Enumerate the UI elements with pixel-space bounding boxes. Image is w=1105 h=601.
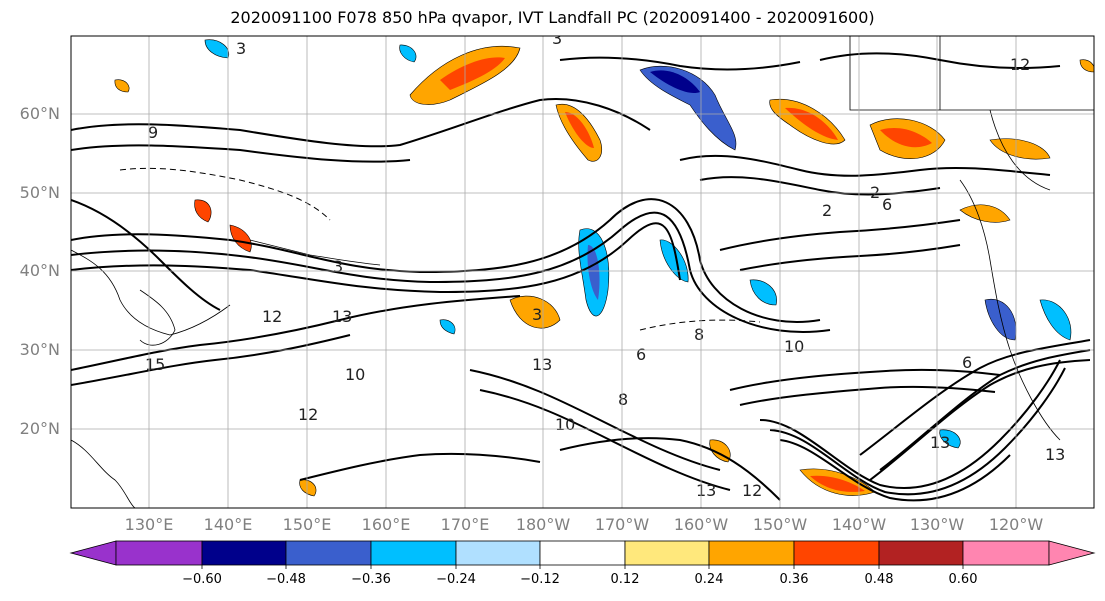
contour-label: 10 bbox=[345, 365, 365, 384]
lat-label-50n: 50°N bbox=[19, 183, 60, 202]
colorbar-over-arrow bbox=[1048, 540, 1096, 566]
lon-label: 170°W bbox=[594, 515, 650, 534]
contour-label: 13 bbox=[532, 355, 552, 374]
lat-label-20n: 20°N bbox=[19, 419, 60, 438]
zero-contours bbox=[119, 167, 761, 331]
lon-label: 130°E bbox=[124, 515, 174, 534]
lat-label-60n: 60°N bbox=[19, 104, 60, 123]
lon-label: 170°E bbox=[440, 515, 490, 534]
contour-label: 12 bbox=[1010, 55, 1030, 74]
colorbar-tick-label: 0.24 bbox=[694, 572, 724, 587]
lon-label: 160°E bbox=[361, 515, 411, 534]
colorbar-tick-label: 0.48 bbox=[864, 572, 894, 587]
colorbar-under-arrow bbox=[69, 540, 117, 566]
lon-label: 130°W bbox=[909, 515, 965, 534]
contour-label: 2 bbox=[870, 183, 880, 202]
map-content: 3 3 2 9 3 12 13 15 3 6 12 10 13 10 8 8 1… bbox=[71, 29, 1094, 508]
lon-label: 150°W bbox=[752, 515, 808, 534]
colorbar-tick-label: −0.36 bbox=[351, 572, 391, 587]
contour-label: 12 bbox=[262, 307, 282, 326]
contour-label: 12 bbox=[742, 481, 762, 500]
contour-label: 6 bbox=[882, 195, 892, 214]
lon-label: 180°W bbox=[515, 515, 571, 534]
colorbar-tick-label: −0.12 bbox=[520, 572, 560, 587]
contour-label: 10 bbox=[555, 415, 575, 434]
contour-label: 15 bbox=[145, 355, 165, 374]
contour-label: 13 bbox=[332, 307, 352, 326]
lon-label: 160°W bbox=[673, 515, 729, 534]
coastlines bbox=[71, 36, 1094, 508]
colorbar-tick-label: 0.12 bbox=[610, 572, 640, 587]
contour-label: 8 bbox=[694, 325, 704, 344]
contour-label: 3 bbox=[552, 29, 562, 48]
contour-label: 10 bbox=[784, 337, 804, 356]
lat-label-40n: 40°N bbox=[19, 261, 60, 280]
map-frame bbox=[70, 35, 1095, 509]
lon-label: 120°W bbox=[988, 515, 1044, 534]
lon-label: 140°W bbox=[831, 515, 887, 534]
colorbar-tick-label: −0.60 bbox=[182, 572, 222, 587]
contour-label: 2 bbox=[822, 201, 832, 220]
colorbar bbox=[69, 540, 1096, 569]
map-title: 2020091100 F078 850 hPa qvapor, IVT Land… bbox=[230, 8, 875, 27]
contour-label: 13 bbox=[696, 481, 716, 500]
colorbar-tick-label: 0.60 bbox=[948, 572, 978, 587]
contour-label: 6 bbox=[962, 353, 972, 372]
contour-label: 3 bbox=[532, 305, 542, 324]
contour-label: 13 bbox=[1045, 445, 1065, 464]
contour-label: 3 bbox=[333, 257, 343, 276]
anomaly-shading bbox=[114, 39, 1094, 497]
contour-label: 13 bbox=[930, 433, 950, 452]
lat-label-30n: 30°N bbox=[19, 340, 60, 359]
gridlines bbox=[71, 36, 1094, 508]
colorbar-tick-label: 0.36 bbox=[779, 572, 809, 587]
colorbar-tick-label: −0.24 bbox=[436, 572, 476, 587]
colorbar-tick-label: −0.48 bbox=[266, 572, 306, 587]
contour-label: 9 bbox=[148, 123, 158, 142]
lon-label: 150°E bbox=[282, 515, 332, 534]
lon-label: 140°E bbox=[203, 515, 253, 534]
contour-label: 8 bbox=[618, 390, 628, 409]
contour-label: 3 bbox=[236, 39, 246, 58]
contour-label: 6 bbox=[636, 345, 646, 364]
contour-label: 12 bbox=[298, 405, 318, 424]
